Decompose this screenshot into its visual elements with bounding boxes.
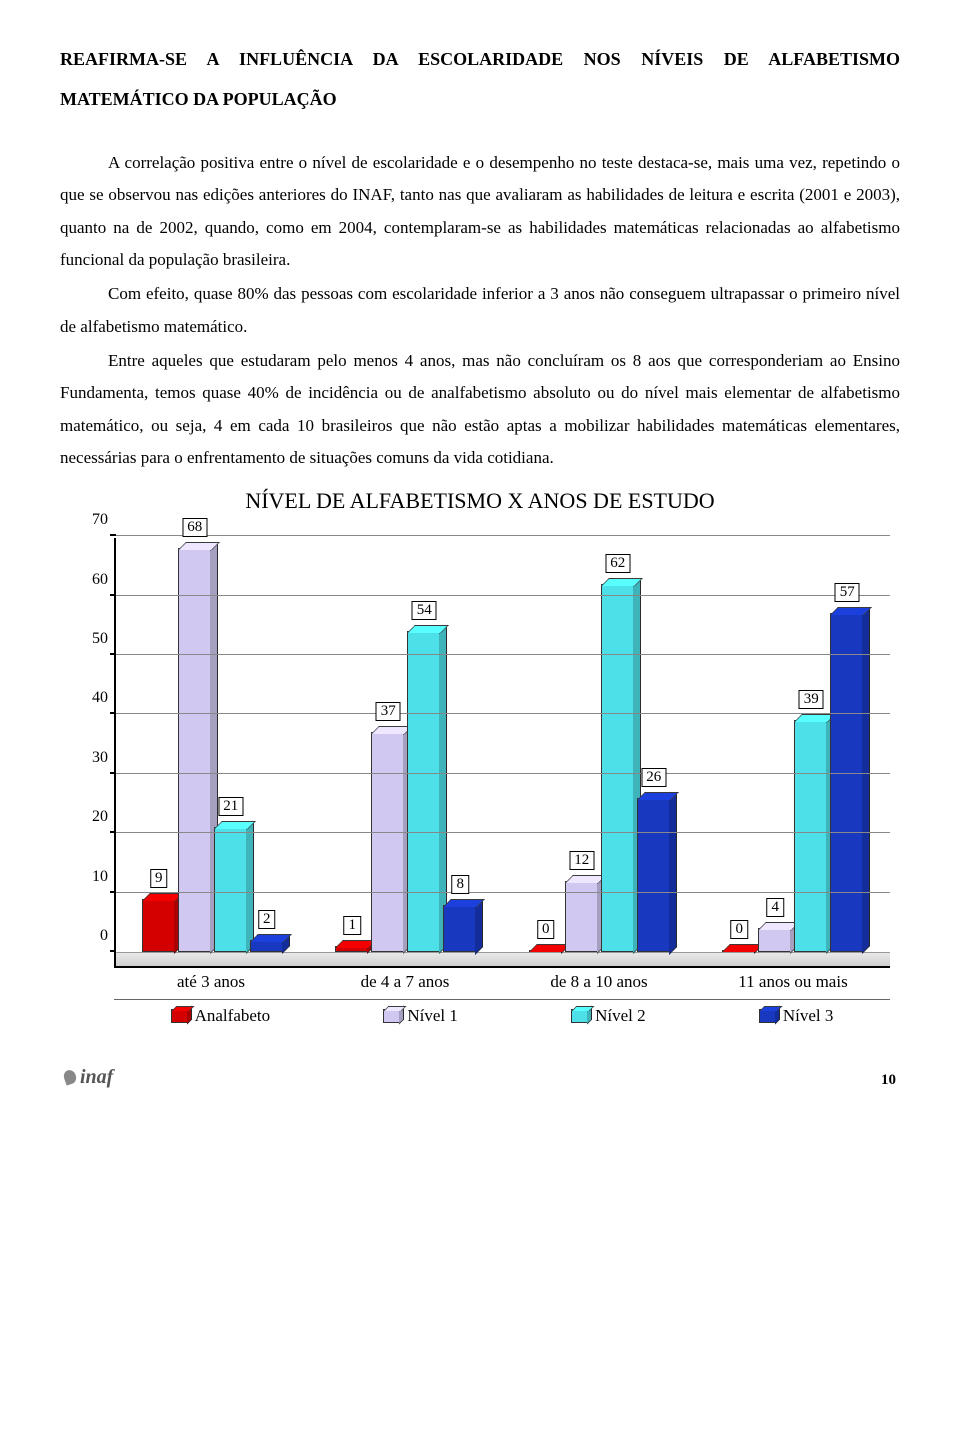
legend-label: Nível 3 xyxy=(783,1006,834,1026)
x-axis-label: de 4 a 7 anos xyxy=(308,968,502,992)
legend-label: Nível 2 xyxy=(595,1006,646,1026)
grid-line xyxy=(116,892,890,893)
bar-value-label: 26 xyxy=(641,768,666,787)
page-number: 10 xyxy=(881,1072,896,1089)
y-tick-mark xyxy=(110,712,116,714)
page-title: REAFIRMA-SE A INFLUÊNCIA DA ESCOLARIDADE… xyxy=(60,40,900,119)
legend-item: Nível 2 xyxy=(571,1006,646,1026)
y-tick-label: 30 xyxy=(92,749,108,767)
bar-value-label: 62 xyxy=(605,554,630,573)
x-axis-label: 11 anos ou mais xyxy=(696,968,890,992)
bar-value-label: 2 xyxy=(258,910,276,929)
y-axis: 010203040506070 xyxy=(70,538,114,968)
y-tick-label: 60 xyxy=(92,571,108,589)
bar-value-label: 0 xyxy=(537,920,555,939)
bar-value-label: 0 xyxy=(731,920,749,939)
body-paragraph: Com efeito, quase 80% das pessoas com es… xyxy=(60,278,900,343)
bar: 21 xyxy=(214,827,248,952)
y-tick-mark xyxy=(110,891,116,893)
logo: inaf xyxy=(64,1066,113,1089)
body-paragraph: A correlação positiva entre o nível de e… xyxy=(60,147,900,276)
bar-value-label: 1 xyxy=(344,916,362,935)
bar-value-label: 9 xyxy=(150,869,168,888)
y-tick-mark xyxy=(110,653,116,655)
bar-value-label: 21 xyxy=(218,797,243,816)
grid-line xyxy=(116,595,890,596)
y-tick-label: 50 xyxy=(92,630,108,648)
y-tick-label: 0 xyxy=(100,927,108,945)
bar: 26 xyxy=(637,798,671,953)
legend-swatch xyxy=(171,1009,189,1023)
bar: 0 xyxy=(722,950,756,952)
legend-item: Nível 3 xyxy=(759,1006,834,1026)
bar-value-label: 54 xyxy=(412,601,437,620)
grid-line xyxy=(116,713,890,714)
page-footer: inaf 10 xyxy=(60,1066,900,1089)
grid-line xyxy=(116,773,890,774)
bar-value-label: 8 xyxy=(452,875,470,894)
bar: 54 xyxy=(407,631,441,952)
bar-group: 0126226 xyxy=(503,538,697,966)
y-tick-mark xyxy=(110,534,116,536)
legend-label: Analfabeto xyxy=(195,1006,271,1026)
bar: 9 xyxy=(142,899,176,952)
bar: 37 xyxy=(371,732,405,952)
y-tick-mark xyxy=(110,772,116,774)
bar-value-label: 37 xyxy=(376,702,401,721)
bar-group: 137548 xyxy=(310,538,504,966)
y-tick-mark xyxy=(110,950,116,952)
y-tick-label: 10 xyxy=(92,868,108,886)
legend-item: Nível 1 xyxy=(383,1006,458,1026)
y-tick-label: 40 xyxy=(92,689,108,707)
bar-group: 968212 xyxy=(116,538,310,966)
y-tick-mark xyxy=(110,831,116,833)
bar: 0 xyxy=(529,950,563,952)
bar: 4 xyxy=(758,928,792,952)
bar-value-label: 12 xyxy=(569,851,594,870)
bar-value-label: 57 xyxy=(835,583,860,602)
y-tick-label: 70 xyxy=(92,511,108,529)
chart-legend: Analfabeto Nível 1 Nível 2 Nível 3 xyxy=(114,999,890,1026)
bar-chart: 010203040506070 968212137548012622604395… xyxy=(70,538,890,1025)
bar: 39 xyxy=(794,720,828,952)
chart-title: NÍVEL DE ALFABETISMO X ANOS DE ESTUDO xyxy=(60,488,900,514)
bar-value-label: 39 xyxy=(799,690,824,709)
x-axis-label: de 8 a 10 anos xyxy=(502,968,696,992)
x-axis-label: até 3 anos xyxy=(114,968,308,992)
legend-swatch xyxy=(571,1009,589,1023)
y-tick-mark xyxy=(110,594,116,596)
grid-line xyxy=(116,535,890,536)
bar: 2 xyxy=(250,940,284,952)
bar-group: 043957 xyxy=(697,538,891,966)
plot-area: 9682121375480126226043957 xyxy=(114,538,890,968)
x-axis-labels: até 3 anosde 4 a 7 anosde 8 a 10 anos11 … xyxy=(114,968,890,992)
bar-value-label: 4 xyxy=(767,898,785,917)
body-paragraph: Entre aqueles que estudaram pelo menos 4… xyxy=(60,345,900,474)
bar: 1 xyxy=(335,946,369,952)
bar: 8 xyxy=(443,905,477,953)
bar: 62 xyxy=(601,584,635,952)
bar: 57 xyxy=(830,613,864,952)
legend-swatch xyxy=(759,1009,777,1023)
legend-item: Analfabeto xyxy=(171,1006,271,1026)
legend-swatch xyxy=(383,1009,401,1023)
y-tick-label: 20 xyxy=(92,808,108,826)
bar-value-label: 68 xyxy=(182,518,207,537)
grid-line xyxy=(116,832,890,833)
legend-label: Nível 1 xyxy=(407,1006,458,1026)
grid-line xyxy=(116,654,890,655)
